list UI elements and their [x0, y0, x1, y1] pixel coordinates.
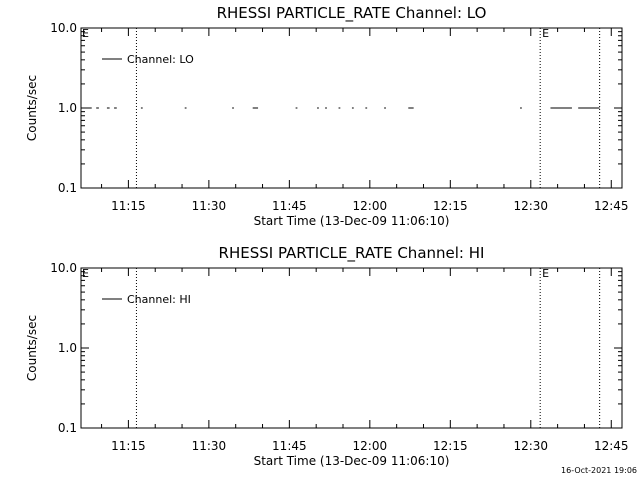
panel-2-corner-marker: E: [82, 267, 89, 280]
panel-1-ytick-label: 1.0: [58, 101, 77, 115]
panel-2-title: RHESSI PARTICLE_RATE Channel: HI: [219, 244, 485, 263]
panel-1-xtick-label: 11:15: [111, 199, 146, 213]
panel-1-corner-marker: E: [82, 27, 89, 40]
panel-1-y-axis-label: Counts/sec: [25, 75, 39, 141]
panel-2-legend-label: Channel: HI: [127, 293, 191, 306]
panel-2-vertical-marker-label: E: [542, 267, 549, 280]
panel-2-xtick-label: 11:15: [111, 439, 146, 453]
panel-1-plot-frame: [80, 27, 623, 189]
panel-1-title: RHESSI PARTICLE_RATE Channel: LO: [217, 4, 487, 23]
panel-1-vertical-marker-label: E: [542, 27, 549, 40]
panel-2-ytick-label: 0.1: [58, 421, 77, 435]
panel-1-xtick-label: 12:00: [353, 199, 388, 213]
panel-2-ytick-label: 10.0: [50, 261, 77, 275]
panel-2-y-axis-label: Counts/sec: [25, 315, 39, 381]
panel-2-x-axis-label: Start Time (13-Dec-09 11:06:10): [254, 454, 450, 468]
panel-1-xtick-label: 12:45: [594, 199, 629, 213]
panel-1-legend-label: Channel: LO: [127, 53, 194, 66]
panel-2-xtick-label: 11:45: [272, 439, 307, 453]
panel-2-xtick-label: 12:15: [433, 439, 468, 453]
panel-2-plot-frame: [80, 267, 623, 429]
panel-2-xtick-label: 12:45: [594, 439, 629, 453]
panel-1-xtick-label: 11:45: [272, 199, 307, 213]
panel-2-ytick-label: 1.0: [58, 341, 77, 355]
panel-1-ytick-label: 10.0: [50, 21, 77, 35]
panel-2-xtick-label: 11:30: [192, 439, 227, 453]
timestamp: 16-Oct-2021 19:06: [561, 466, 637, 475]
panel-2-xtick-label: 12:30: [513, 439, 548, 453]
panel-1-x-axis-label: Start Time (13-Dec-09 11:06:10): [254, 214, 450, 228]
panel-1-xtick-label: 11:30: [192, 199, 227, 213]
panel-1-xtick-label: 12:15: [433, 199, 468, 213]
panel-2-xtick-label: 12:00: [353, 439, 388, 453]
panel-1-xtick-label: 12:30: [513, 199, 548, 213]
panel-1-ytick-label: 0.1: [58, 181, 77, 195]
